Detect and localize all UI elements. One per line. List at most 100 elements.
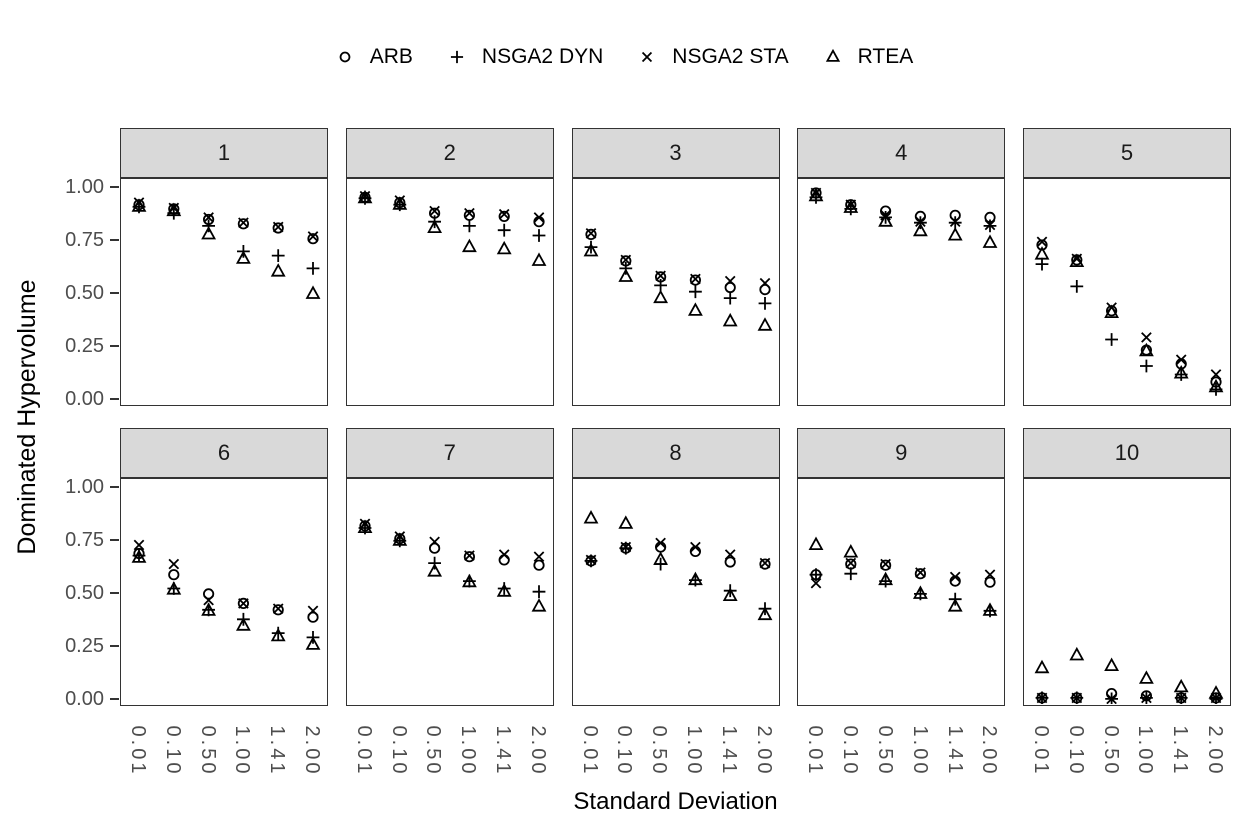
legend-item-label: RTEA bbox=[857, 45, 914, 68]
circle-marker bbox=[689, 274, 701, 286]
y-tick-label: 1.00 bbox=[65, 475, 104, 498]
x-tick-label: 0.10 bbox=[161, 725, 184, 777]
cross-marker bbox=[689, 273, 701, 285]
triangle-marker bbox=[982, 602, 998, 616]
x-tick-label: 0.01 bbox=[352, 725, 375, 777]
triangle-marker bbox=[1173, 678, 1189, 693]
x-tick-label: 0.50 bbox=[196, 725, 219, 777]
triangle-marker bbox=[392, 532, 407, 546]
cross-marker bbox=[1175, 692, 1187, 704]
plus-marker bbox=[306, 262, 320, 275]
x-tick-label: 1.00 bbox=[457, 725, 480, 777]
cross-marker bbox=[307, 605, 319, 617]
triangle-marker bbox=[531, 598, 547, 612]
triangle-marker bbox=[305, 285, 321, 299]
facet-strip: 3 bbox=[571, 128, 780, 178]
cross-marker bbox=[272, 221, 284, 233]
cross-marker bbox=[915, 567, 926, 578]
cross-marker bbox=[203, 594, 214, 606]
cross-marker-icon bbox=[635, 45, 659, 69]
x-tick-label: 0.01 bbox=[127, 725, 149, 777]
cross-marker bbox=[880, 558, 892, 570]
triangle-marker bbox=[270, 263, 286, 277]
facet-strip: 5 bbox=[1023, 128, 1231, 178]
triangle-marker bbox=[1069, 253, 1085, 267]
cross-marker bbox=[984, 569, 996, 581]
y-tick-mark bbox=[110, 238, 119, 241]
cross-marker bbox=[498, 549, 510, 560]
cross-marker bbox=[915, 216, 926, 228]
y-tick-mark bbox=[110, 398, 119, 400]
triangle-marker bbox=[496, 240, 512, 255]
circle-marker bbox=[428, 542, 440, 554]
triangle-marker bbox=[201, 602, 217, 616]
circle-marker bbox=[758, 558, 771, 570]
circle-marker bbox=[498, 554, 510, 566]
x-tick-label: 0.50 bbox=[1099, 725, 1122, 777]
triangle-marker bbox=[757, 606, 772, 621]
cross-marker bbox=[810, 577, 822, 589]
facet-strip-label: 7 bbox=[443, 440, 456, 465]
triangle-marker bbox=[201, 225, 217, 240]
y-tick-mark bbox=[110, 185, 119, 188]
plus-marker-icon bbox=[445, 45, 469, 69]
circle-marker bbox=[307, 233, 319, 245]
x-tick-label: 1.41 bbox=[1169, 725, 1192, 777]
y-tick-mark bbox=[110, 591, 119, 594]
cross-marker bbox=[950, 216, 961, 228]
plus-marker bbox=[532, 229, 546, 242]
circle-marker bbox=[237, 218, 250, 230]
x-tick-label: 0.01 bbox=[578, 725, 601, 777]
triangle-marker bbox=[1069, 646, 1085, 661]
circle-marker bbox=[758, 284, 771, 296]
triangle-marker bbox=[1208, 685, 1224, 699]
x-tick-label: 2.00 bbox=[301, 725, 323, 777]
x-tick-label: 0.50 bbox=[422, 725, 445, 777]
y-tick-mark bbox=[110, 485, 119, 488]
x-tick-label: 1.41 bbox=[717, 725, 740, 777]
plus-marker bbox=[497, 223, 511, 237]
triangle-marker bbox=[687, 302, 703, 316]
triangle-marker bbox=[166, 581, 182, 595]
circle-marker bbox=[168, 569, 180, 581]
cross-marker bbox=[654, 270, 666, 282]
x-tick-label: 1.00 bbox=[231, 725, 254, 777]
triangle-marker bbox=[878, 571, 894, 586]
facet-strip: 4 bbox=[797, 128, 1006, 178]
triangle-marker bbox=[878, 213, 894, 227]
facet-strip: 8 bbox=[571, 428, 780, 478]
triangle-marker bbox=[808, 187, 824, 202]
x-tick-label: 1.41 bbox=[491, 725, 514, 777]
cross-marker bbox=[1210, 369, 1222, 380]
cross-marker bbox=[689, 541, 701, 553]
triangle-marker bbox=[583, 242, 598, 257]
triangle-marker bbox=[843, 544, 859, 558]
cross-marker bbox=[619, 254, 631, 266]
x-tick-label: 2.00 bbox=[752, 725, 775, 777]
facet-panel bbox=[571, 178, 780, 406]
facet-strip-label: 1 bbox=[217, 140, 231, 165]
facet-strip: 7 bbox=[345, 428, 554, 478]
triangle-marker bbox=[1138, 670, 1154, 684]
plus-marker bbox=[450, 50, 464, 64]
cross-marker bbox=[203, 212, 214, 223]
triangle-marker bbox=[722, 587, 738, 601]
plus-marker bbox=[809, 568, 823, 582]
x-tick-label: 0.50 bbox=[648, 725, 671, 777]
triangle-marker bbox=[687, 571, 703, 586]
circle-marker bbox=[203, 588, 215, 600]
triangle-marker bbox=[1104, 304, 1120, 318]
facet-strip-label: 8 bbox=[669, 440, 682, 465]
legend-item-nsga2-sta: NSGA2 STA bbox=[635, 45, 789, 69]
legend-item-nsga2-dyn: NSGA2 DYN bbox=[445, 45, 603, 69]
facet-panel bbox=[345, 178, 554, 406]
cross-marker bbox=[1141, 692, 1152, 704]
x-tick-label: 0.01 bbox=[1030, 725, 1052, 777]
cross-marker bbox=[133, 539, 145, 551]
cross-marker bbox=[984, 219, 996, 231]
plus-marker bbox=[879, 211, 893, 224]
x-tick-label: 0.10 bbox=[1064, 725, 1087, 777]
plus-marker bbox=[758, 297, 771, 310]
cross-marker bbox=[307, 231, 319, 242]
y-tick-label: 0.25 bbox=[65, 334, 104, 357]
